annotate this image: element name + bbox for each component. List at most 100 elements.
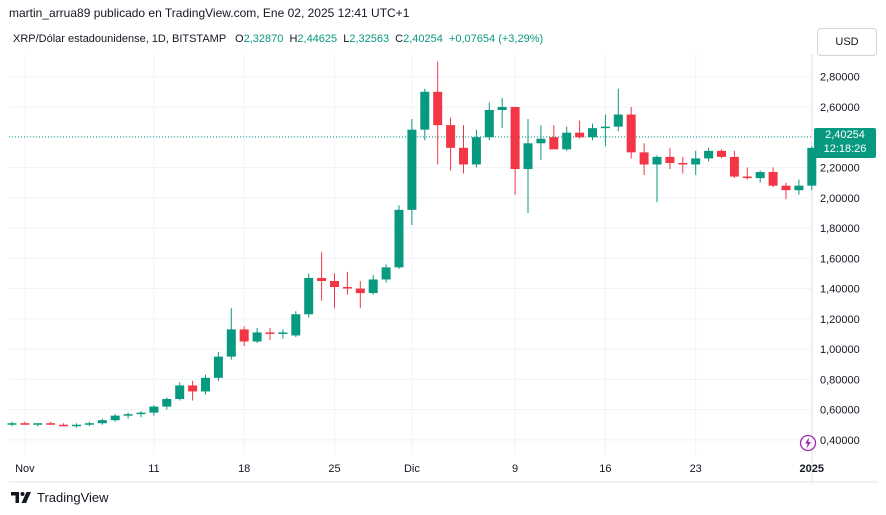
candle-body[interactable] bbox=[84, 423, 94, 425]
candle-body[interactable] bbox=[59, 424, 69, 427]
candle-body[interactable] bbox=[239, 329, 249, 342]
candle-body[interactable] bbox=[265, 332, 275, 334]
x-tick-label: Nov bbox=[15, 463, 35, 475]
candle-body[interactable] bbox=[317, 277, 327, 281]
candle-body[interactable] bbox=[201, 377, 210, 392]
candle-body[interactable] bbox=[33, 423, 43, 425]
candle-body[interactable] bbox=[7, 423, 17, 425]
high-value: 2,44625 bbox=[297, 33, 338, 45]
candle-body[interactable] bbox=[742, 176, 752, 179]
candle-body[interactable] bbox=[639, 152, 649, 165]
x-tick-label: 16 bbox=[599, 463, 611, 475]
candle-body[interactable] bbox=[149, 406, 159, 413]
y-tick-label: 2,20000 bbox=[820, 162, 860, 174]
candle-body[interactable] bbox=[368, 279, 378, 294]
candle-body[interactable] bbox=[588, 128, 597, 138]
candle-body[interactable] bbox=[252, 332, 262, 342]
y-tick-label: 1,20000 bbox=[820, 314, 860, 326]
candle-body[interactable] bbox=[420, 91, 430, 130]
candle-body[interactable] bbox=[717, 150, 726, 157]
candle-body[interactable] bbox=[110, 415, 120, 421]
candle-body[interactable] bbox=[291, 314, 301, 336]
candle-body[interactable] bbox=[484, 109, 494, 138]
low-value: 2,32563 bbox=[349, 33, 390, 45]
close-value: 2,40254 bbox=[403, 33, 443, 45]
y-tick-label: 1,80000 bbox=[820, 223, 860, 235]
candle-body[interactable] bbox=[355, 288, 365, 294]
last-price-value: 2,40254 bbox=[825, 128, 865, 141]
candle-body[interactable] bbox=[446, 125, 456, 148]
lightning-icon[interactable] bbox=[799, 434, 817, 452]
y-tick-label: 2,60000 bbox=[820, 102, 860, 114]
candle-body[interactable] bbox=[497, 106, 507, 110]
candle-body[interactable] bbox=[342, 287, 352, 289]
symbol-title[interactable]: XRP/Dólar estadounidense, 1D, BITSTAMP bbox=[13, 33, 226, 45]
candle-body[interactable] bbox=[459, 147, 468, 165]
candle-body[interactable] bbox=[613, 114, 623, 127]
candle-body[interactable] bbox=[162, 399, 172, 407]
ohlc-legend: XRP/Dólar estadounidense, 1D, BITSTAMP O… bbox=[13, 33, 546, 45]
candle-body[interactable] bbox=[626, 114, 636, 153]
y-tick-label: 2,80000 bbox=[820, 72, 860, 84]
x-tick-label: Dic bbox=[404, 463, 420, 475]
candle-body[interactable] bbox=[72, 424, 81, 427]
candle-body[interactable] bbox=[691, 158, 701, 165]
open-label: O bbox=[235, 33, 244, 45]
candle-body[interactable] bbox=[523, 143, 533, 170]
tradingview-logo-icon bbox=[11, 492, 31, 503]
candle-body[interactable] bbox=[407, 129, 417, 210]
countdown-timer: 12:18:26 bbox=[823, 142, 867, 155]
x-tick-label: 11 bbox=[148, 463, 159, 475]
candle-body[interactable] bbox=[678, 162, 688, 165]
y-tick-label: 0,40000 bbox=[820, 435, 860, 447]
candle-body[interactable] bbox=[330, 280, 339, 288]
candle-body[interactable] bbox=[97, 420, 107, 424]
candle-body[interactable] bbox=[226, 329, 236, 357]
candle-body[interactable] bbox=[536, 138, 546, 144]
x-tick-label: 2025 bbox=[800, 463, 824, 475]
brand[interactable]: TradingView bbox=[10, 489, 109, 505]
candle-body[interactable] bbox=[46, 423, 56, 425]
brand-name: TradingView bbox=[37, 489, 109, 505]
candle-body[interactable] bbox=[575, 132, 585, 138]
currency-button[interactable]: USD bbox=[817, 28, 877, 56]
close-label: C bbox=[395, 33, 404, 45]
candle-body[interactable] bbox=[781, 185, 791, 191]
candle-body[interactable] bbox=[123, 414, 133, 416]
candle-body[interactable] bbox=[188, 385, 198, 392]
candle-body[interactable] bbox=[20, 423, 30, 425]
candle-body[interactable] bbox=[213, 356, 223, 378]
candle-body[interactable] bbox=[729, 156, 739, 177]
candle-body[interactable] bbox=[794, 185, 804, 191]
candle-body[interactable] bbox=[278, 332, 288, 334]
candle-body[interactable] bbox=[665, 156, 675, 163]
candle-body[interactable] bbox=[755, 172, 765, 179]
high-label: H bbox=[289, 33, 298, 45]
candle-body[interactable] bbox=[136, 412, 146, 415]
candle-body[interactable] bbox=[652, 156, 662, 165]
candle-body[interactable] bbox=[549, 137, 559, 150]
candle-body[interactable] bbox=[562, 132, 572, 150]
candle-body[interactable] bbox=[381, 267, 391, 280]
candle-body[interactable] bbox=[510, 106, 520, 170]
x-tick-label: 18 bbox=[238, 463, 250, 475]
y-tick-label: 2,00000 bbox=[820, 193, 860, 205]
candle-body[interactable] bbox=[433, 91, 443, 126]
publisher-line: martin_arrua89 publicado en TradingView.… bbox=[9, 6, 410, 20]
candle-body[interactable] bbox=[768, 172, 778, 186]
candle-body[interactable] bbox=[394, 209, 404, 268]
last-price-badge: 2,40254 12:18:26 bbox=[814, 127, 876, 158]
candle-body[interactable] bbox=[304, 277, 314, 315]
change-value: +0,07654 (+3,29%) bbox=[448, 33, 544, 45]
x-tick-label: 9 bbox=[512, 463, 518, 475]
candle-body[interactable] bbox=[471, 137, 481, 165]
open-value: 2,32870 bbox=[243, 33, 284, 45]
candle-body[interactable] bbox=[175, 385, 185, 400]
x-tick-label: 23 bbox=[690, 463, 702, 475]
candle-body[interactable] bbox=[807, 147, 817, 186]
candle-body[interactable] bbox=[600, 126, 610, 129]
candle-body[interactable] bbox=[704, 150, 714, 159]
y-tick-label: 0,80000 bbox=[820, 374, 860, 386]
